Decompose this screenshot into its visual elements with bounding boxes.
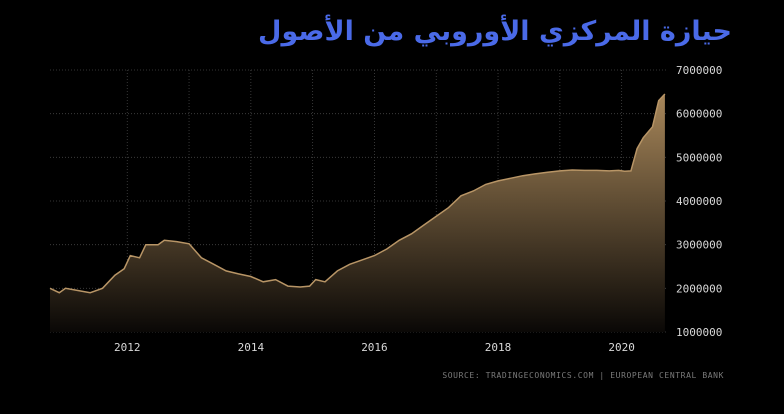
x-tick-label-2: 2016 [361,341,388,354]
y-tick-label-1: 2000000 [676,282,722,295]
chart-title: حيازة المركزي الأوروبي من الأصول [258,16,732,47]
y-tick-label-2: 3000000 [676,239,722,252]
x-tick-label-0: 2012 [114,341,141,354]
series-line [49,93,666,294]
x-tick-label-4: 2020 [608,341,635,354]
x-tick-label-1: 2014 [238,341,265,354]
y-tick-label-5: 6000000 [676,108,722,121]
y-tick-label-6: 7000000 [676,64,722,77]
y-tick-label-4: 5000000 [676,151,722,164]
y-tick-label-0: 1000000 [676,326,722,339]
series-area [50,94,665,332]
chart-source: SOURCE: TRADINGECONOMICS.COM | EUROPEAN … [442,371,724,380]
x-tick-label-3: 2018 [485,341,512,354]
y-tick-label-3: 4000000 [676,195,722,208]
